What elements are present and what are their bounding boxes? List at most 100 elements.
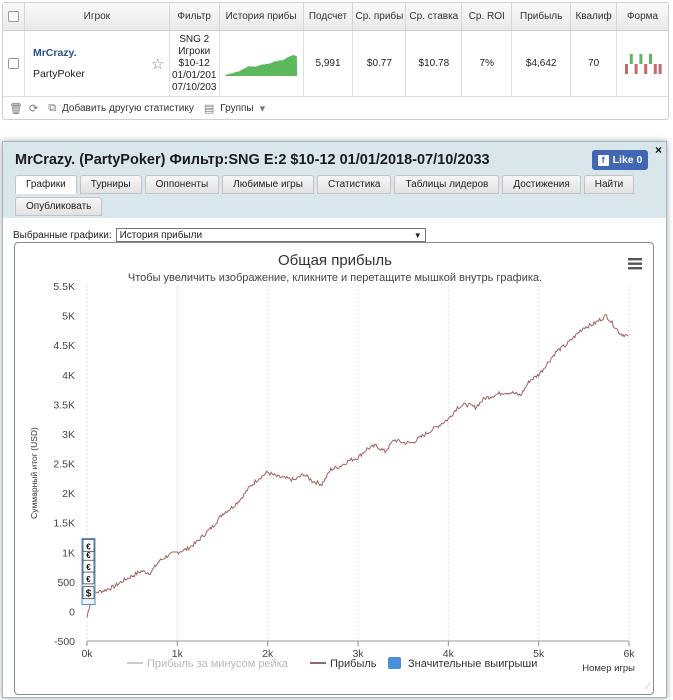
x-tick-label: 0k [81,648,93,660]
x-axis-label: Номер игры [582,663,635,674]
big-win-marker-label: € [86,575,91,584]
y-tick-label: 3.5K [53,399,75,411]
legend-item-big-wins[interactable]: Значительные выигрыши [388,657,537,670]
y-tick-label: 500 [57,577,75,589]
col-header-count[interactable]: Подсчет [304,3,354,30]
avg-profit-cell: $0.77 [353,31,407,96]
avg-roi-cell: 7% [462,31,513,96]
close-icon[interactable]: × [654,143,662,157]
y-tick-label: 0 [69,606,75,618]
panel-title: MrCrazy. (PartyPoker) Фильтр:SNG E:2 $10… [15,152,490,168]
tab-charts[interactable]: Графики [15,175,77,194]
add-stat-link[interactable]: Добавить другую статистику [62,102,194,114]
col-header-avg-roi[interactable]: Ср. ROI [462,3,513,30]
table-header: Игрок Фильтр История прибы Подсчет Ср. п… [3,3,668,31]
facebook-like-button[interactable]: f Like 0 [592,150,648,170]
form-bars [624,53,662,74]
refresh-icon[interactable]: ⟳ [28,102,39,115]
chart-selector-value: История прибыли [119,229,203,241]
stats-table: Игрок Фильтр История прибы Подсчет Ср. п… [2,2,669,120]
x-tick-label: 6k [623,648,635,660]
filter-line: SNG 2 [179,33,210,45]
form-bar-win [648,53,652,64]
y-tick-label: 1.5K [53,518,75,530]
tab-leaderboards[interactable]: Таблицы лидеров [394,175,500,194]
x-tick-label: 4k [443,648,455,660]
col-header-qualif[interactable]: Квалиф [571,3,618,30]
chart-selector[interactable]: История прибыли ▼ [115,228,426,242]
form-bar-loss [643,63,647,74]
table-footer: 🗑 ⟳ ⧉ Добавить другую статистику ▤ Групп… [3,97,668,119]
select-all-checkbox[interactable] [7,11,19,22]
form-bar-win [638,53,642,64]
form-bar-loss [624,63,628,74]
player-name-link[interactable]: MrCrazy. [32,47,77,59]
chart-selector-row: Выбранные графики: История прибыли ▼ [13,228,426,242]
filter-line: 07/10/203 [171,81,217,93]
resize-handle-icon[interactable]: ⟋ [644,681,651,691]
tab-statistics[interactable]: Статистика [316,175,392,194]
x-tick-label: 5k [533,648,545,660]
tab-achievements[interactable]: Достижения [502,175,581,194]
sparkline-area [225,54,298,76]
col-header-profit[interactable]: Прибыль [512,3,572,30]
favorite-star-icon[interactable]: ☆ [151,55,165,73]
player-site: PartyPoker [32,68,85,80]
tab-tournaments[interactable]: Турниры [79,175,142,194]
y-tick-label: -500 [54,636,75,648]
chart-svg[interactable]: Общая прибыль Чтобы увеличить изображени… [15,243,655,696]
trash-icon[interactable]: 🗑 [9,102,23,115]
chart-menu-icon[interactable] [628,258,642,270]
y-tick-label: 4K [62,370,75,382]
profit-series-line[interactable] [86,314,629,618]
profit-cell: $4,642 [512,31,572,96]
col-header-filter[interactable]: Фильтр [170,3,220,30]
big-win-marker[interactable] [82,538,95,552]
legend-item-profit-minus-rake[interactable]: Прибыль за минусом рейка [127,658,289,670]
select-all-cell [3,3,25,30]
chart-subtitle: Чтобы увеличить изображение, кликните и … [128,272,542,284]
table-row[interactable]: MrCrazy. PartyPoker ☆ SNG 2 Игроки $10-1… [3,31,668,97]
legend-item-profit[interactable]: Прибыль [310,658,377,670]
filter-line: Игроки [178,45,211,57]
tab-content: Выбранные графики: История прибыли ▼ Общ… [3,218,666,697]
y-tick-label: 2.5K [53,459,75,471]
y-tick-label: 5.5K [53,281,75,293]
tab-publish[interactable]: Опубликовать [15,197,103,216]
x-tick-label: 2k [262,648,274,660]
form-cell[interactable] [617,31,668,96]
col-header-avg-stake[interactable]: Ср. ставка [406,3,463,30]
profit-chart[interactable]: Общая прибыль Чтобы увеличить изображени… [14,242,654,695]
filter-cell: SNG 2 Игроки $10-12 01/01/201 07/10/203 [170,31,220,96]
tab-find[interactable]: Найти [583,175,635,194]
col-header-form[interactable]: Форма [626,11,659,22]
big-win-marker-label: € [86,551,91,560]
chevron-down-icon[interactable]: ▾ [259,102,266,115]
groups-dropdown[interactable]: Группы [220,102,254,114]
profit-history-cell[interactable] [220,31,304,96]
row-select-cell [3,31,25,96]
tab-favorite-games[interactable]: Любимые игры [222,175,314,194]
y-tick-label: 2K [62,488,75,500]
chevron-down-icon: ▼ [413,230,422,240]
big-win-marker-label: € [86,542,91,551]
row-checkbox[interactable] [7,58,19,69]
legend-label: Значительные выигрыши [408,658,537,670]
like-label: Like 0 [612,154,643,166]
col-header-player[interactable]: Игрок [25,3,170,30]
facebook-thumb-icon: f [597,154,609,166]
col-header-avg-profit[interactable]: Ср. прибы [353,3,407,30]
col-header-profit-history[interactable]: История прибы [220,3,304,30]
y-tick-label: 3K [62,429,75,441]
y-tick-label: 1K [62,547,75,559]
player-cell: MrCrazy. PartyPoker ☆ [25,31,170,96]
form-bar-loss [658,63,662,74]
groups-icon: ▤ [203,102,215,115]
big-win-marker[interactable] [82,586,95,600]
profit-sparkline [225,54,298,76]
avg-stake-cell: $10.78 [406,31,463,96]
tab-opponents[interactable]: Оппоненты [144,175,220,194]
legend-swatch [388,657,401,669]
form-bar-win [629,53,633,64]
x-tick-label: 1k [172,648,184,660]
